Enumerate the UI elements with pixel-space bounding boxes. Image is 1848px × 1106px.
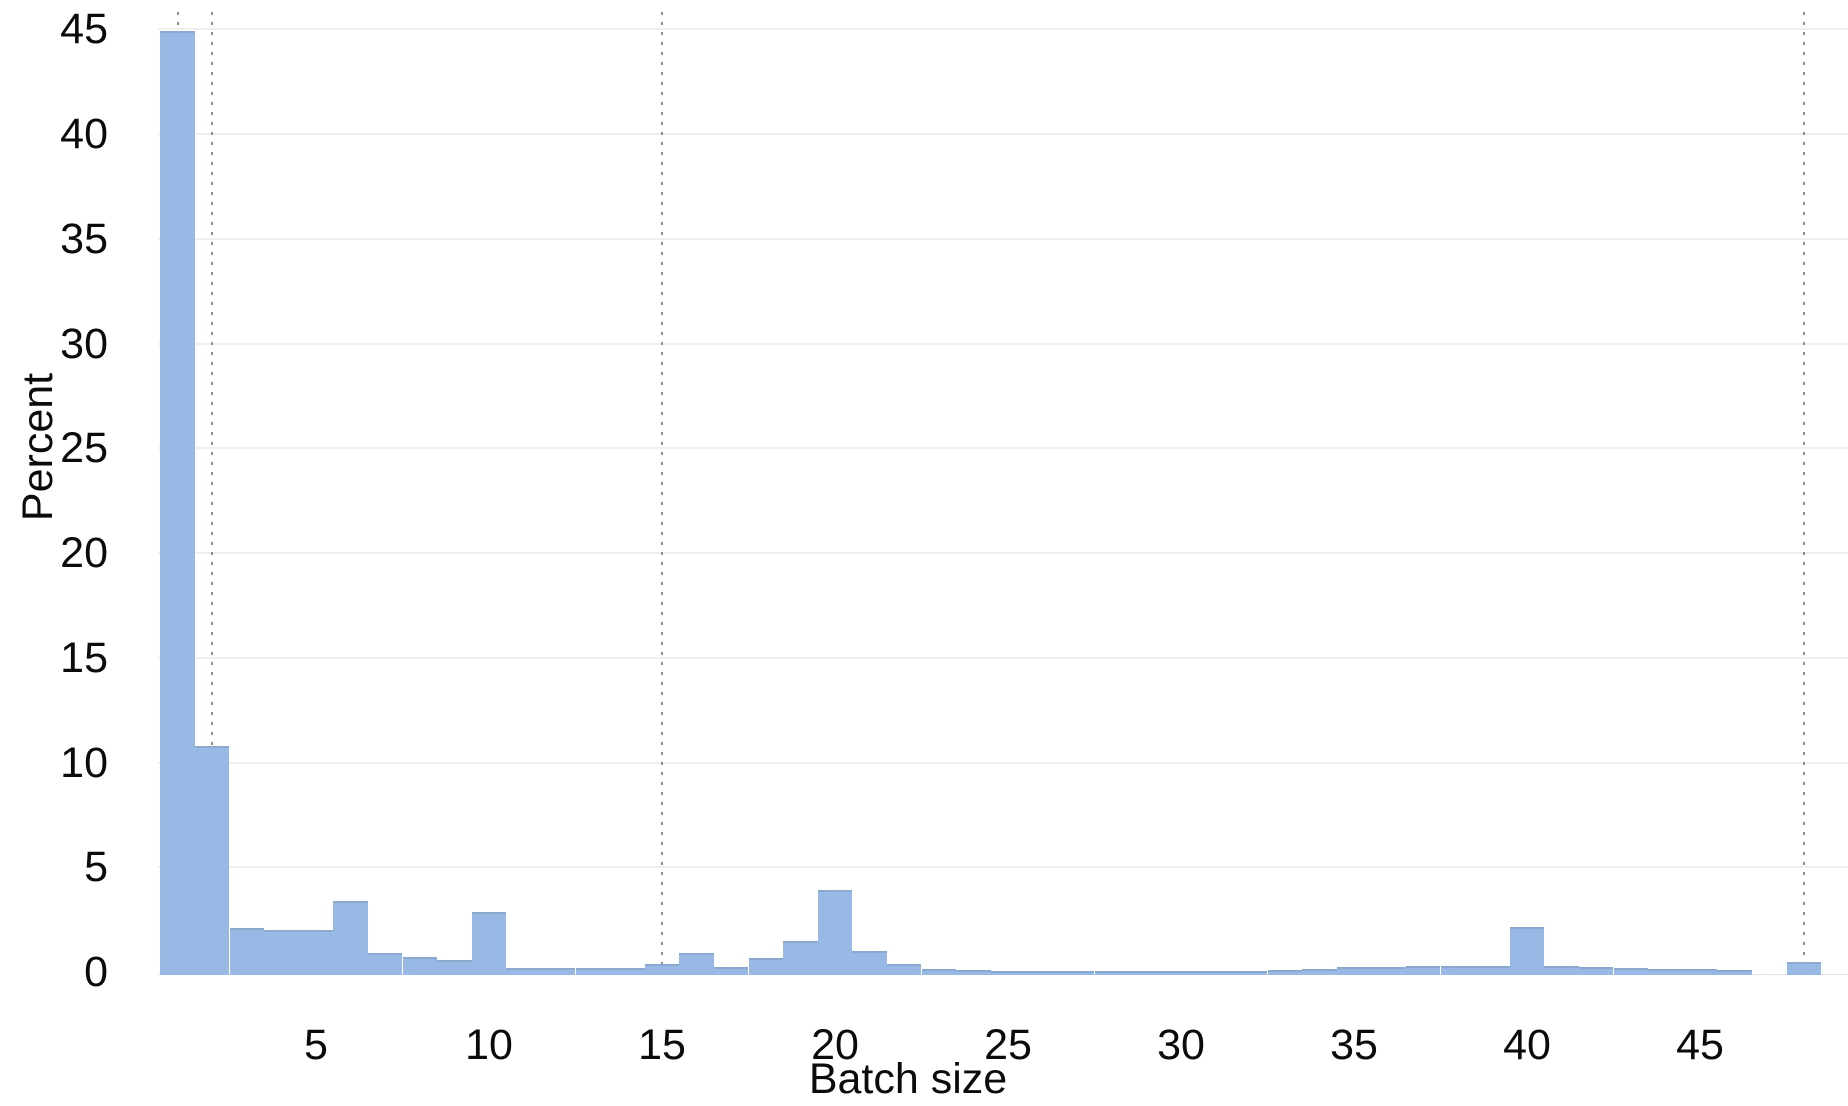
x-tick-label-20: 20: [811, 1021, 859, 1069]
histogram-bar-x24: [956, 969, 991, 975]
y-tick-label-10: 10: [60, 738, 108, 787]
gridline-y-20: [158, 552, 1848, 554]
histogram-bar-x10: [471, 912, 507, 975]
histogram-bar-x17: [713, 966, 749, 975]
histogram-bar-x21: [852, 951, 887, 975]
histogram-bar-x2: [194, 745, 230, 975]
histogram-bar-x45: [1682, 968, 1718, 975]
histogram-bar-x22: [886, 963, 922, 975]
gridline-y-10: [158, 761, 1848, 764]
y-tick-label-5: 5: [84, 843, 108, 892]
histogram-bar-x32: [1232, 970, 1268, 975]
histogram-bar-x36: [1371, 966, 1406, 975]
histogram-bar-x8: [402, 957, 438, 975]
reference-line-x-2: [211, 12, 214, 975]
histogram-bar-x48: [1786, 961, 1822, 975]
x-axis-title: Batch size: [808, 1055, 1008, 1103]
histogram-bar-x12: [540, 967, 576, 975]
histogram-bar-x18: [748, 958, 784, 975]
y-tick-label-40: 40: [60, 110, 108, 158]
gridline-y-40: [158, 133, 1848, 135]
histogram-bar-x41: [1544, 965, 1579, 975]
y-tick-label-30: 30: [60, 319, 108, 368]
gridline-y-15: [158, 656, 1848, 659]
histogram-bar-x33: [1267, 969, 1303, 975]
histogram-bar-x23: [921, 968, 957, 975]
histogram-bar-x14: [610, 967, 645, 975]
histogram-bar-x9: [437, 960, 472, 975]
gridline-y-35: [158, 237, 1848, 240]
x-tick-label-25: 25: [984, 1021, 1032, 1069]
histogram-bar-x39: [1475, 965, 1510, 975]
histogram-bar-x31: [1198, 970, 1233, 975]
histogram-bar-x11: [506, 967, 541, 975]
histogram-bar-x13: [575, 967, 611, 975]
x-tick-label-30: 30: [1157, 1021, 1205, 1069]
histogram-bar-x28: [1094, 970, 1130, 975]
histogram-bar-x20: [817, 890, 853, 975]
reference-line-x-48: [1802, 12, 1805, 975]
histogram-bar-x43: [1613, 967, 1649, 975]
histogram-bar-x40: [1509, 926, 1545, 975]
histogram-bar-x42: [1578, 966, 1614, 975]
histogram-bar-x26: [1025, 970, 1060, 975]
gridline-y-5: [158, 866, 1848, 869]
x-tick-label-35: 35: [1330, 1021, 1378, 1069]
histogram-bar-x30: [1163, 970, 1199, 975]
reference-line-x-15: [661, 12, 663, 975]
y-tick-label-45: 45: [60, 5, 108, 54]
histogram-bar-x16: [679, 953, 714, 975]
histogram-bar-x35: [1336, 966, 1372, 975]
gridline-y-30: [158, 342, 1848, 345]
histogram-bar-x46: [1717, 969, 1752, 975]
y-tick-label-35: 35: [60, 214, 108, 263]
histogram-bar-x3: [229, 928, 265, 975]
y-tick-label-25: 25: [60, 424, 108, 473]
x-tick-label-40: 40: [1503, 1021, 1551, 1069]
histogram-bar-x34: [1302, 968, 1337, 975]
histogram-bar-x44: [1648, 968, 1683, 975]
y-tick-label-15: 15: [60, 633, 108, 682]
histogram-bar-x29: [1129, 970, 1164, 975]
x-tick-label-5: 5: [304, 1021, 328, 1069]
histogram-bar-x37: [1405, 965, 1441, 975]
histogram-bar-x27: [1059, 970, 1095, 975]
x-tick-label-45: 45: [1676, 1021, 1724, 1069]
gridline-y-45: [158, 28, 1848, 31]
histogram-bar-x19: [783, 940, 818, 975]
y-tick-label-20: 20: [60, 529, 108, 577]
histogram-bar-x5: [298, 930, 334, 975]
histogram-bar-x7: [367, 953, 403, 975]
y-axis-title: Percent: [14, 372, 62, 522]
histogram-bar-x25: [990, 970, 1026, 975]
x-tick-label-10: 10: [465, 1021, 513, 1069]
histogram-bar-x1: [160, 31, 195, 975]
x-tick-label-15: 15: [638, 1021, 686, 1069]
histogram-bar-x4: [264, 930, 299, 975]
histogram-bar-x15: [644, 963, 680, 975]
histogram-bar-x38: [1440, 965, 1476, 975]
histogram-bar-x6: [333, 900, 368, 975]
gridline-y-25: [158, 447, 1848, 450]
y-tick-label-0: 0: [84, 948, 108, 996]
